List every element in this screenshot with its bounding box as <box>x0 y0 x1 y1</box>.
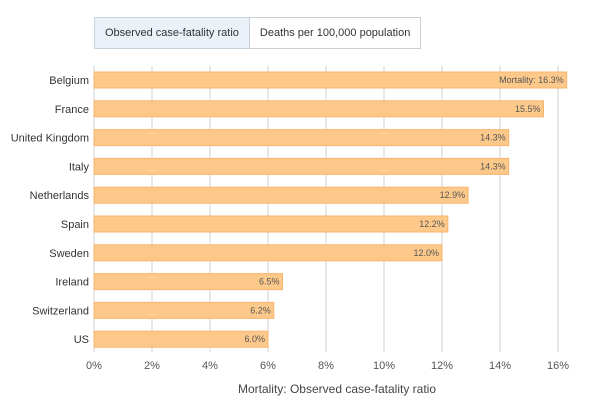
bar <box>93 100 544 118</box>
category-label: Spain <box>61 219 89 231</box>
bar-value-label: 6.5% <box>259 277 280 287</box>
category-label: Sweden <box>49 248 89 260</box>
tab-deaths-per-100000-population[interactable]: Deaths per 100,000 population <box>248 17 422 49</box>
bar <box>93 186 469 204</box>
tab-observed-case-fatality-ratio[interactable]: Observed case-fatality ratio <box>94 17 250 49</box>
x-tick-label: 12% <box>431 360 453 372</box>
bar-value-label: 6.0% <box>244 334 265 344</box>
bar-value-label: Mortality: 16.3% <box>499 75 564 85</box>
bar-value-label: 12.2% <box>419 219 445 229</box>
bar-value-label: 14.3% <box>480 161 506 171</box>
bar <box>93 330 269 348</box>
category-label: Italy <box>69 161 90 173</box>
bar-value-label: 14.3% <box>480 133 506 143</box>
bar-value-label: 6.2% <box>250 305 271 315</box>
chart-data-labels: Mortality: 16.3% 15.5% 14.3% 14.3% 12.9% 12.2… <box>244 75 563 344</box>
bar <box>93 129 510 147</box>
bar <box>93 301 275 319</box>
chart-category-labels: Belgium France United Kingdom Italy Netherla… <box>11 75 90 346</box>
bar <box>93 244 443 262</box>
category-label: Netherlands <box>30 190 90 202</box>
bar-value-label: 15.5% <box>515 104 541 114</box>
bar <box>93 157 510 175</box>
category-label: US <box>74 334 89 346</box>
x-tick-label: 10% <box>373 360 395 372</box>
x-axis-title: Mortality: Observed case-fatality ratio <box>238 382 436 396</box>
category-label: Switzerland <box>32 305 89 317</box>
chart-bars <box>93 71 568 348</box>
x-tick-label: 6% <box>260 360 276 372</box>
x-tick-label: 16% <box>547 360 569 372</box>
x-tick-label: 2% <box>144 360 160 372</box>
x-tick-label: 8% <box>318 360 334 372</box>
category-label: Belgium <box>49 75 89 87</box>
category-label: United Kingdom <box>11 133 89 145</box>
chart-x-axis-ticks: 0% 2% 4% 6% 8% 10% 12% 14% 16% <box>86 360 569 372</box>
bar-value-label: 12.0% <box>413 248 439 258</box>
x-tick-label: 0% <box>86 360 102 372</box>
x-tick-label: 14% <box>489 360 511 372</box>
bar-value-label: 12.9% <box>440 190 466 200</box>
metric-tabs: Observed case-fatality ratio Deaths per … <box>94 17 422 49</box>
x-tick-label: 4% <box>202 360 218 372</box>
bar <box>93 215 449 233</box>
category-label: France <box>55 104 89 116</box>
bar <box>93 71 568 89</box>
bar <box>93 273 283 291</box>
category-label: Ireland <box>55 277 89 289</box>
